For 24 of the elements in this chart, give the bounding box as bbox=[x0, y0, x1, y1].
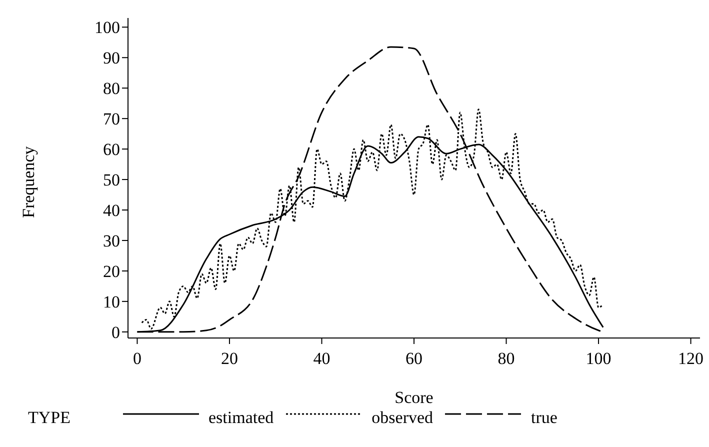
x-tick-label: 40 bbox=[313, 349, 330, 368]
x-tick-label: 100 bbox=[586, 349, 612, 368]
legend-title: TYPE bbox=[28, 408, 70, 428]
x-tick-label: 0 bbox=[132, 349, 142, 368]
y-tick-label: 50 bbox=[103, 170, 120, 190]
y-tick-label: 10 bbox=[103, 292, 120, 312]
y-tick-label: 100 bbox=[94, 18, 120, 38]
y-tick-label: 90 bbox=[103, 48, 120, 68]
x-axis-title: Score bbox=[394, 388, 434, 407]
y-tick-label: 60 bbox=[103, 140, 120, 160]
y-tick-label: 80 bbox=[103, 79, 120, 98]
x-tick-label: 20 bbox=[220, 349, 238, 368]
y-tick-label: 40 bbox=[103, 201, 120, 220]
legend-label: true bbox=[531, 408, 558, 428]
y-axis-title: Frequency bbox=[19, 146, 38, 218]
y-tick-label: 20 bbox=[103, 262, 120, 281]
x-tick-label: 80 bbox=[498, 349, 515, 368]
y-tick-label: 70 bbox=[103, 110, 120, 129]
x-tick-label: 120 bbox=[678, 349, 704, 368]
legend-label: observed bbox=[372, 408, 434, 428]
x-tick-label: 60 bbox=[406, 349, 422, 368]
y-tick-label: 30 bbox=[103, 232, 120, 251]
y-tick-label: 0 bbox=[112, 322, 120, 342]
legend-label: estimated bbox=[208, 408, 274, 428]
